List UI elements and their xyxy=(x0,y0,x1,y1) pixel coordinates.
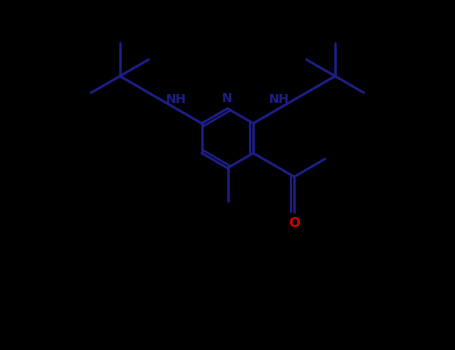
Text: NH: NH xyxy=(268,93,289,106)
Text: N: N xyxy=(222,92,233,105)
Text: NH: NH xyxy=(166,93,187,106)
Text: O: O xyxy=(288,216,300,230)
